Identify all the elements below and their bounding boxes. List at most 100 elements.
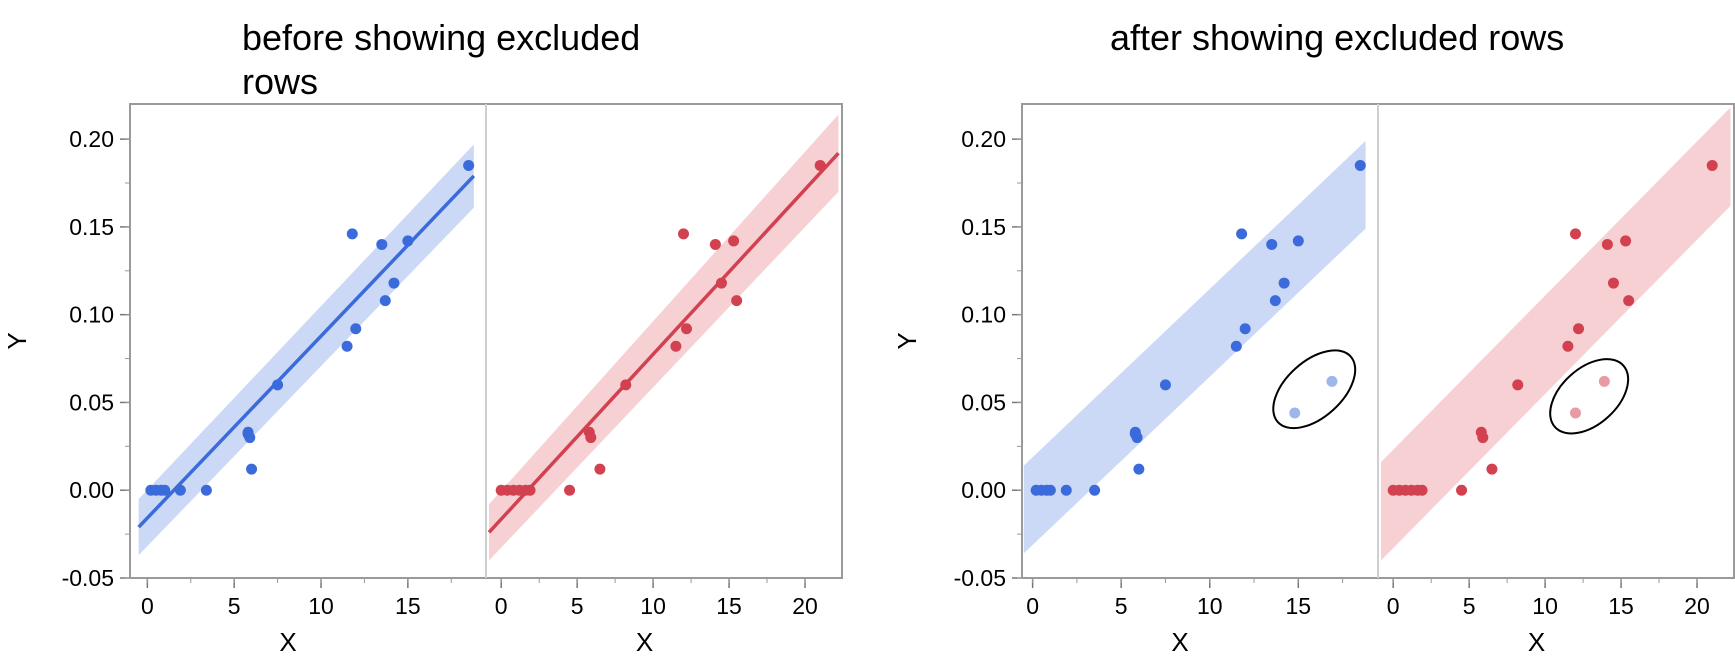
data-point xyxy=(159,484,171,496)
data-point xyxy=(174,484,186,496)
fit-line xyxy=(487,151,840,534)
x-tick-label: 5 xyxy=(571,593,584,619)
confidence-band xyxy=(1023,140,1366,554)
data-point xyxy=(376,238,388,250)
y-tick-label: 0.05 xyxy=(69,389,114,415)
chart-title-before: before showing excluded rows xyxy=(242,17,641,102)
data-point xyxy=(1573,323,1585,335)
data-point xyxy=(814,159,826,171)
data-point xyxy=(244,432,256,444)
data-point xyxy=(1486,463,1498,475)
data-point xyxy=(731,295,743,307)
y-axis-label: Y xyxy=(892,332,922,349)
data-point xyxy=(1060,484,1072,496)
data-point xyxy=(1477,432,1489,444)
data-point xyxy=(1620,235,1632,247)
y-tick-label: -0.05 xyxy=(62,565,114,591)
data-point xyxy=(681,323,693,335)
chart-after: 0.20 0.15 0.10 0.05 0.00 -0.05 Y 0 5 10 15 X 0 5 10 15 2… xyxy=(892,103,1735,657)
chart-before: 0.20 0.15 0.10 0.05 0.00 -0.05 Y 0 5 10 15 X 0 5 10 15 2… xyxy=(2,103,843,657)
data-point xyxy=(350,323,362,335)
data-point xyxy=(379,295,391,307)
data-point xyxy=(1230,340,1242,352)
x-tick-label: 10 xyxy=(640,593,666,619)
x-tick-label: 10 xyxy=(308,593,334,619)
x-tick-label: 5 xyxy=(228,593,241,619)
data-point xyxy=(1354,159,1366,171)
data-point xyxy=(1269,295,1281,307)
x-tick-label: 0 xyxy=(1026,593,1039,619)
x-tick-label: 15 xyxy=(395,593,421,619)
data-point xyxy=(1089,484,1101,496)
x-tick-label: 20 xyxy=(792,593,818,619)
data-point xyxy=(564,484,576,496)
data-point xyxy=(1159,379,1171,391)
y-axis-label: Y xyxy=(2,332,32,349)
data-point xyxy=(463,159,475,171)
data-point xyxy=(1512,379,1524,391)
data-point xyxy=(670,340,682,352)
x-tick-label: 0 xyxy=(1387,593,1400,619)
y-tick-label: 0.00 xyxy=(961,477,1006,503)
y-tick-label: 0.20 xyxy=(961,126,1006,152)
data-point xyxy=(594,463,606,475)
x-axis-label: X xyxy=(636,627,653,657)
confidence-band xyxy=(1381,107,1731,561)
data-point xyxy=(1607,277,1619,289)
y-tick-label: 0.20 xyxy=(69,126,114,152)
data-point xyxy=(620,379,632,391)
data-point xyxy=(1416,484,1428,496)
y-tick-label: 0.00 xyxy=(69,477,114,503)
data-point xyxy=(709,238,721,250)
x-axis-label: X xyxy=(1171,627,1188,657)
x-tick-label: 0 xyxy=(141,593,154,619)
confidence-band xyxy=(489,114,839,561)
y-tick-label: 0.05 xyxy=(961,389,1006,415)
fit-line xyxy=(137,174,476,529)
excluded-rows-ellipse xyxy=(1549,358,1630,435)
data-point xyxy=(402,235,414,247)
x-tick-label: 10 xyxy=(1532,593,1558,619)
data-point xyxy=(1131,432,1143,444)
data-point xyxy=(200,484,212,496)
excluded-point xyxy=(1326,375,1338,387)
excluded-point xyxy=(1289,407,1301,419)
data-point xyxy=(1456,484,1468,496)
x-tick-label: 15 xyxy=(716,593,742,619)
data-point xyxy=(1706,159,1718,171)
excluded-point xyxy=(1569,407,1581,419)
excluded-point xyxy=(1598,375,1610,387)
y-tick-label: 0.10 xyxy=(961,302,1006,328)
data-point xyxy=(1278,277,1290,289)
panel-blue: 0 5 10 15 X xyxy=(1023,140,1366,657)
data-point xyxy=(1562,340,1574,352)
x-tick-label: 0 xyxy=(495,593,508,619)
panel-red: 0 5 10 15 20 X xyxy=(1381,107,1731,657)
panel-red: 0 5 10 15 20 X xyxy=(487,114,840,657)
data-point xyxy=(246,463,258,475)
chart-title-after: after showing excluded rows xyxy=(1110,17,1565,58)
data-point xyxy=(1044,484,1056,496)
data-point xyxy=(677,228,689,240)
data-point xyxy=(1292,235,1304,247)
excluded-rows-ellipse xyxy=(1272,349,1357,430)
x-tick-label: 15 xyxy=(1286,593,1312,619)
data-point xyxy=(585,432,597,444)
data-point xyxy=(341,340,353,352)
data-point xyxy=(346,228,358,240)
x-tick-label: 15 xyxy=(1608,593,1634,619)
x-tick-label: 5 xyxy=(1115,593,1128,619)
x-tick-label: 10 xyxy=(1197,593,1223,619)
x-tick-label: 20 xyxy=(1684,593,1710,619)
data-point xyxy=(524,484,536,496)
y-tick-label: 0.10 xyxy=(69,302,114,328)
data-point xyxy=(1601,238,1613,250)
data-point xyxy=(272,379,284,391)
data-point xyxy=(1266,238,1278,250)
data-point xyxy=(388,277,400,289)
data-point xyxy=(1623,295,1635,307)
y-tick-label: 0.15 xyxy=(69,214,114,240)
x-axis-label: X xyxy=(1528,627,1545,657)
